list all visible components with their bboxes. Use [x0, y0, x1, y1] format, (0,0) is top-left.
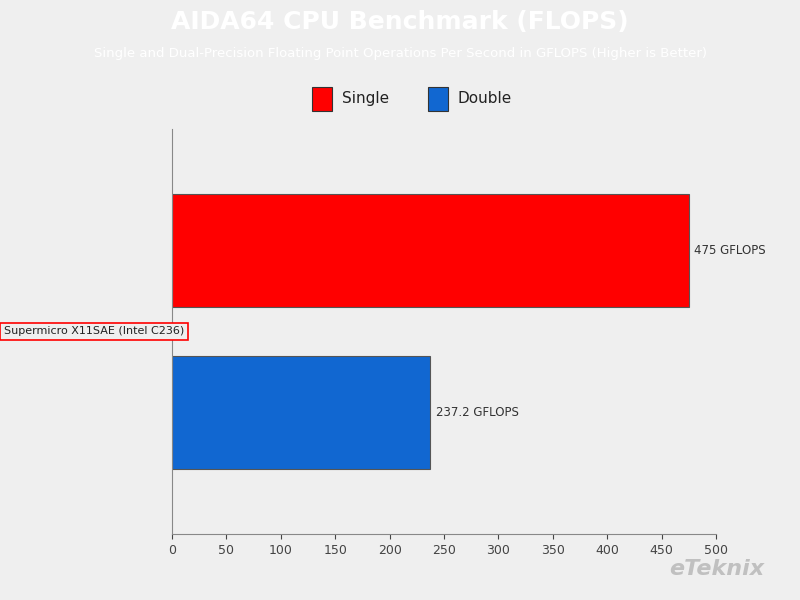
Text: Supermicro X11SAE (Intel C236): Supermicro X11SAE (Intel C236) [4, 326, 184, 337]
Bar [172, 194, 689, 307]
Bar [172, 356, 430, 469]
Text: Single and Dual-Precision Floating Point Operations Per Second in GFLOPS (Higher: Single and Dual-Precision Floating Point… [94, 47, 706, 61]
Text: 475 GFLOPS: 475 GFLOPS [694, 244, 766, 257]
Text: eTeknix: eTeknix [669, 559, 764, 579]
Text: Single: Single [342, 91, 389, 106]
FancyBboxPatch shape [312, 86, 332, 111]
Text: Double: Double [458, 91, 512, 106]
Text: 237.2 GFLOPS: 237.2 GFLOPS [435, 406, 518, 419]
Text: AIDA64 CPU Benchmark (FLOPS): AIDA64 CPU Benchmark (FLOPS) [171, 10, 629, 34]
FancyBboxPatch shape [428, 86, 448, 111]
